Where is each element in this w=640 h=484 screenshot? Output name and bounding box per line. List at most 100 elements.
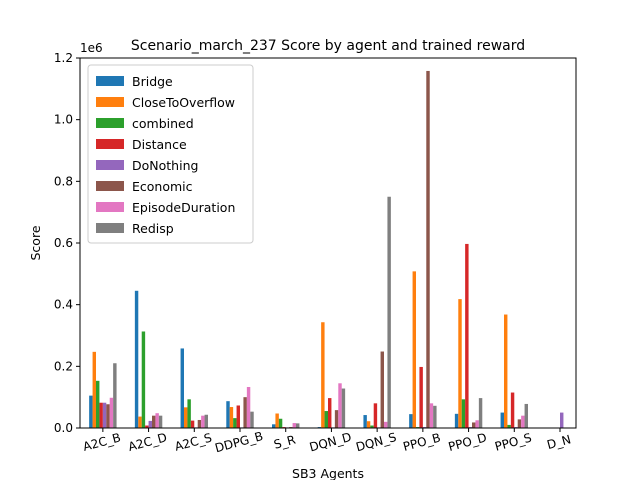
bar-economic-ddpg_b <box>243 397 247 428</box>
bar-economic-dqn_s <box>380 351 384 428</box>
legend: Bridge CloseToOverflow combined Distance DoN… <box>87 64 254 244</box>
y-tick-label: 1.2 <box>54 51 73 65</box>
bar-episodeduration-s_r <box>292 423 296 428</box>
bar-redisp-ppo_s <box>524 403 528 428</box>
bar-bridge-dqn_s <box>363 415 367 428</box>
bar-redisp-ppo_b <box>433 405 437 428</box>
y-axis-label: Score <box>28 225 43 260</box>
bar-redisp-a2c_s <box>204 414 208 428</box>
legend-swatch-episodeduration <box>96 202 124 212</box>
bar-closetooverflow-s_r <box>275 413 279 428</box>
legend-label-distance: Distance <box>132 137 187 152</box>
bar-closetooverflow-dqn_s <box>366 421 371 428</box>
bar-bridge-ppo_b <box>409 414 413 429</box>
legend-label-closetooverflow: CloseToOverflow <box>132 95 235 110</box>
legend-swatch-combined <box>96 118 124 128</box>
bar-bridge-s_r <box>272 424 276 428</box>
bar-redisp-a2c_d <box>158 415 163 428</box>
bar-bridge-ppo_s <box>500 412 504 428</box>
bar-bridge-a2c_b <box>89 395 93 429</box>
legend-label-economic: Economic <box>132 179 193 194</box>
plot-frame <box>79 57 577 429</box>
legend-swatch-redisp <box>96 223 124 233</box>
bar-bridge-a2c_d <box>134 290 139 428</box>
legend-swatch-distance <box>96 139 124 149</box>
bar-redisp-a2c_b <box>113 363 117 428</box>
legend-label-combined: combined <box>132 116 194 131</box>
bar-combined-a2c_b <box>96 380 100 428</box>
bar-combined-s_r <box>278 418 283 428</box>
bar-distance-ddpg_b <box>236 405 240 428</box>
bar-closetooverflow-a2c_b <box>92 351 96 428</box>
legend-swatch-economic <box>96 181 124 191</box>
bar-economic-dqn_d <box>334 410 339 428</box>
legend-label-bridge: Bridge <box>132 74 173 89</box>
bar-bridge-a2c_s <box>180 348 184 428</box>
bar-redisp-ppo_d <box>478 398 483 428</box>
bar-combined-a2c_s <box>187 399 191 428</box>
legend-label-episodeduration: EpisodeDuration <box>132 200 235 215</box>
chart-title: Scenario_march_237 Score by agent and tr… <box>131 38 525 54</box>
bar-economic-a2c_d <box>152 415 156 428</box>
bar-economic-a2c_s <box>197 419 202 428</box>
bar-distance-ppo_s <box>510 392 515 428</box>
bar-donothing-a2c_b <box>102 402 107 428</box>
bar-bridge-ppo_d <box>454 413 459 428</box>
bar-combined-ddpg_b <box>233 418 237 428</box>
x-axis-label: SB3 Agents <box>292 466 364 480</box>
bar-bridge-ddpg_b <box>226 401 230 428</box>
bar-donothing-d_n <box>560 412 564 428</box>
bar-economic-a2c_b <box>106 404 110 428</box>
bar-distance-ppo_b <box>419 366 423 428</box>
bar-combined-ppo_d <box>461 399 466 428</box>
y-scale-label: 1e6 <box>80 41 103 55</box>
bar-episodeduration-ppo_b <box>429 403 434 428</box>
bar-closetooverflow-a2c_d <box>138 416 142 428</box>
bar-distance-ppo_d <box>465 243 469 428</box>
bar-distance-a2c_b <box>99 402 103 428</box>
bar-redisp-ddpg_b <box>250 411 254 428</box>
bar-combined-a2c_d <box>141 331 146 428</box>
bar-episodeduration-dqn_d <box>338 383 342 428</box>
bar-closetooverflow-ppo_s <box>504 314 508 428</box>
bar-episodeduration-a2c_s <box>201 415 205 428</box>
bar-redisp-s_r <box>296 423 300 429</box>
bar-closetooverflow-ppo_b <box>412 271 416 428</box>
y-tick-label: 1.0 <box>54 113 73 127</box>
bar-episodeduration-ppo_s <box>521 415 525 428</box>
x-tick-label-d_n: D_N <box>545 432 572 452</box>
bar-distance-a2c_s <box>190 420 195 428</box>
y-axis: 0.0 0.2 0.4 0.6 0.8 1.0 1.2 <box>54 51 80 435</box>
y-tick-label: 0.4 <box>54 298 73 312</box>
bar-redisp-dqn_d <box>341 388 346 428</box>
legend-label-donothing: DoNothing <box>132 158 198 173</box>
legend-swatch-bridge <box>96 76 124 86</box>
bar-distance-dqn_d <box>328 398 332 428</box>
legend-label-redisp: Redisp <box>132 221 174 236</box>
bar-economic-ppo_b <box>426 70 430 428</box>
y-tick-label: 0.8 <box>54 174 73 188</box>
bar-closetooverflow-dqn_d <box>321 322 325 428</box>
bar-donothing-a2c_d <box>148 420 152 428</box>
bar-combined-ppo_s <box>507 424 511 428</box>
bar-closetooverflow-ppo_d <box>458 299 462 428</box>
bar-combined-dqn_d <box>324 411 328 428</box>
bar-combined-dqn_s <box>370 425 374 428</box>
bar-episodeduration-dqn_s <box>384 421 388 428</box>
bar-episodeduration-a2c_b <box>109 397 114 428</box>
bar-episodeduration-ppo_d <box>475 420 479 428</box>
legend-swatch-donothing <box>96 160 124 170</box>
y-tick-label: 0.6 <box>54 236 73 250</box>
bars-group <box>89 70 564 429</box>
bar-episodeduration-a2c_d <box>155 413 159 428</box>
bar-economic-ppo_d <box>472 422 476 428</box>
x-tick-label-s_r: S_R <box>272 433 297 452</box>
legend-frame <box>87 64 254 244</box>
legend-swatch-closetooverflow <box>96 97 124 107</box>
bar-episodeduration-ddpg_b <box>246 386 251 428</box>
y-tick-label: 0.2 <box>54 359 73 373</box>
bar-distance-a2c_d <box>145 425 149 428</box>
bar-economic-ppo_s <box>517 419 522 428</box>
